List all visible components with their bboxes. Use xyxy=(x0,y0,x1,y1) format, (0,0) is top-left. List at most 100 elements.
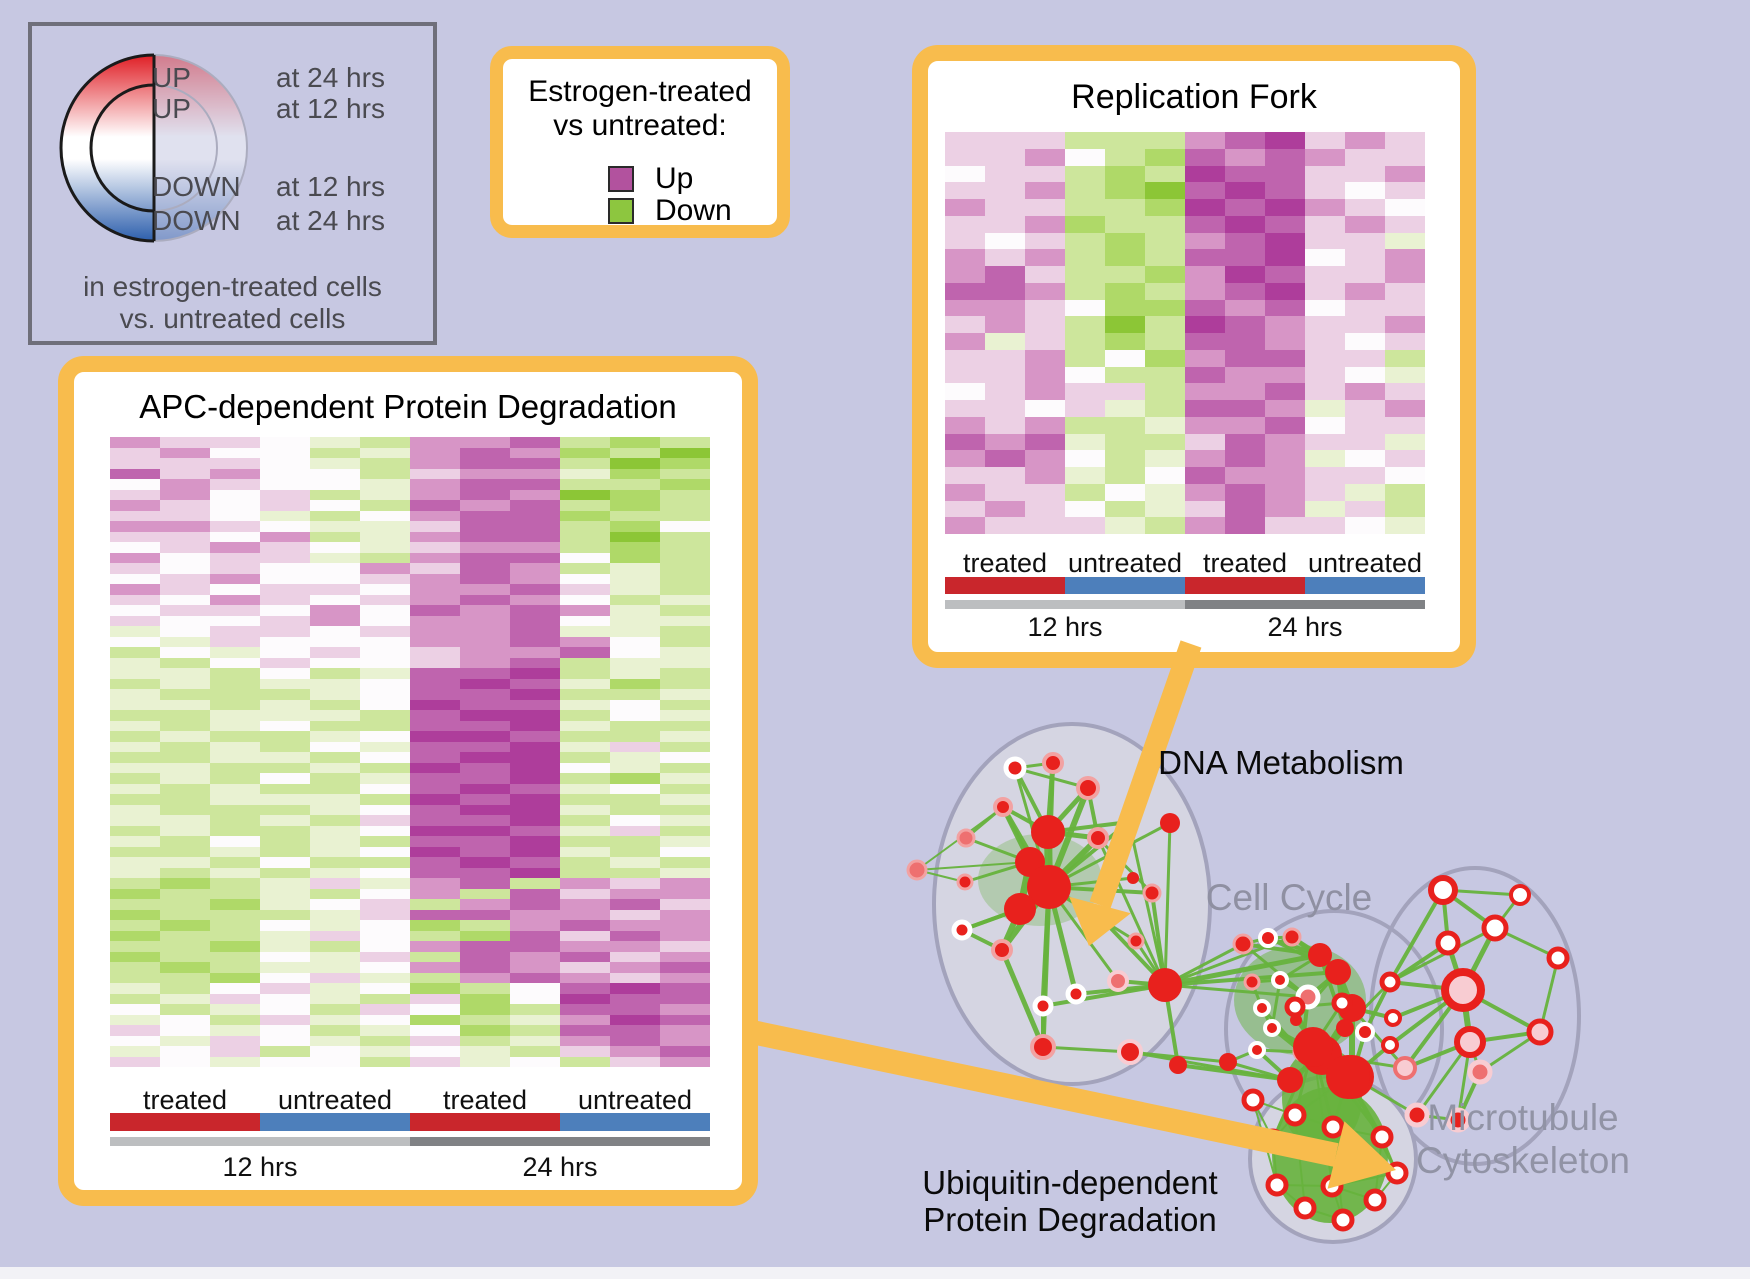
heatmap-cell xyxy=(610,605,660,616)
heatmap-cell xyxy=(360,983,410,994)
heatmap-cell xyxy=(110,626,160,637)
heatmap-cell xyxy=(210,1046,260,1057)
heatmap-cell xyxy=(560,773,610,784)
heatmap-cell xyxy=(360,531,410,542)
heatmap-cell xyxy=(260,941,310,952)
heatmap-cell xyxy=(360,783,410,794)
heatmap-cell xyxy=(1145,467,1185,484)
heatmap-cell xyxy=(945,249,985,266)
heatmap-cell xyxy=(360,552,410,563)
heatmap-cell xyxy=(360,1025,410,1036)
heatmap-cell xyxy=(310,741,360,752)
heatmap-cell xyxy=(610,563,660,574)
network-edge xyxy=(961,907,1021,932)
heatmap-cell xyxy=(1065,450,1105,467)
heatmap-cell xyxy=(410,909,460,920)
heatmap-cell xyxy=(410,573,460,584)
network-edge xyxy=(1255,1048,1292,1082)
heatmap-cell xyxy=(360,941,410,952)
heatmap-cell xyxy=(510,584,560,595)
heatmap-cell xyxy=(560,920,610,931)
heatmap-cell xyxy=(410,773,460,784)
heatmap-cell xyxy=(560,909,610,920)
heatmap-cell xyxy=(360,846,410,857)
heatmap-cell xyxy=(460,762,510,773)
heatmap-cell xyxy=(1385,215,1425,233)
heatmap-cell xyxy=(560,794,610,805)
heatmap-cell xyxy=(660,542,710,553)
heatmap-cell xyxy=(260,783,310,794)
network-node xyxy=(1331,992,1353,1014)
heatmap-cell xyxy=(160,993,210,1004)
heatmap-cell xyxy=(1305,483,1345,501)
heatmap-cell xyxy=(460,731,510,742)
network-edge xyxy=(1321,1053,1406,1070)
heatmap-cell xyxy=(1145,282,1185,300)
network-node xyxy=(1232,933,1254,955)
heatmap-cell xyxy=(560,710,610,721)
network-edge xyxy=(1293,1006,1315,1048)
heatmap-cell xyxy=(210,594,260,605)
network-edge xyxy=(1462,988,1541,1034)
heatmap-cell xyxy=(610,657,660,668)
heatmap-cell xyxy=(945,450,985,467)
network-edge xyxy=(1293,1046,1315,1116)
time-band-bar xyxy=(945,600,1185,609)
heatmap-cell xyxy=(210,867,260,878)
heatmap-cell xyxy=(260,1046,310,1057)
heatmap-cell xyxy=(210,647,260,658)
heatmap-cell xyxy=(1065,433,1105,451)
heatmap-cell xyxy=(260,437,310,448)
heatmap-cell xyxy=(1345,132,1385,149)
heatmap-cell xyxy=(360,710,410,721)
heatmap-cell xyxy=(160,563,210,574)
heatmap-cell xyxy=(660,699,710,710)
network-edge xyxy=(1000,805,1033,864)
network-node xyxy=(1454,1026,1486,1058)
heatmap-cell xyxy=(210,825,260,836)
heatmap-cell xyxy=(360,689,410,700)
heatmap-cell xyxy=(360,594,410,605)
network-edge xyxy=(1271,1026,1323,1057)
network-node xyxy=(1015,847,1045,877)
heatmap-cell xyxy=(985,433,1025,451)
heatmap-cell xyxy=(1105,483,1145,501)
heatmap-cell xyxy=(660,815,710,826)
network-node xyxy=(1042,752,1064,774)
time-band-bar xyxy=(110,1137,410,1146)
heatmap-cell xyxy=(310,825,360,836)
heatmap-cell xyxy=(110,689,160,700)
network-node xyxy=(1142,883,1162,903)
heatmap-cell xyxy=(1305,416,1345,434)
heatmap-cell xyxy=(1105,517,1145,534)
heatmap-cell xyxy=(985,383,1025,400)
heatmap-cell xyxy=(560,699,610,710)
network-edge xyxy=(1294,1001,1343,1009)
heatmap-cell xyxy=(1185,383,1225,400)
heatmap-cell xyxy=(1265,416,1305,434)
network-edge xyxy=(1468,1041,1482,1073)
heatmap-cell xyxy=(1065,333,1105,350)
heatmap-cell xyxy=(110,762,160,773)
sample-group-bar xyxy=(410,1113,560,1131)
heatmap-cell xyxy=(410,678,460,689)
heatmap-cell xyxy=(360,899,410,910)
heatmap-cell xyxy=(310,972,360,983)
network-node xyxy=(906,859,928,881)
network-edge xyxy=(1267,935,1293,940)
heatmap-cell xyxy=(160,594,210,605)
heatmap-cell xyxy=(210,573,260,584)
heatmap-cell xyxy=(1385,433,1425,451)
heatmap-cell xyxy=(945,383,985,400)
heatmap-cell xyxy=(1145,165,1185,183)
heatmap-cell xyxy=(985,182,1025,199)
network-node xyxy=(1169,1056,1187,1074)
heatmap-cell xyxy=(1065,132,1105,149)
heatmap-cell xyxy=(210,468,260,479)
network-node xyxy=(1258,928,1278,948)
heatmap-cell xyxy=(1025,467,1065,484)
heatmap-cell xyxy=(1105,282,1145,300)
heatmap-cell xyxy=(1025,316,1065,333)
heatmap-cell xyxy=(610,615,660,626)
network-edge xyxy=(1442,888,1521,897)
